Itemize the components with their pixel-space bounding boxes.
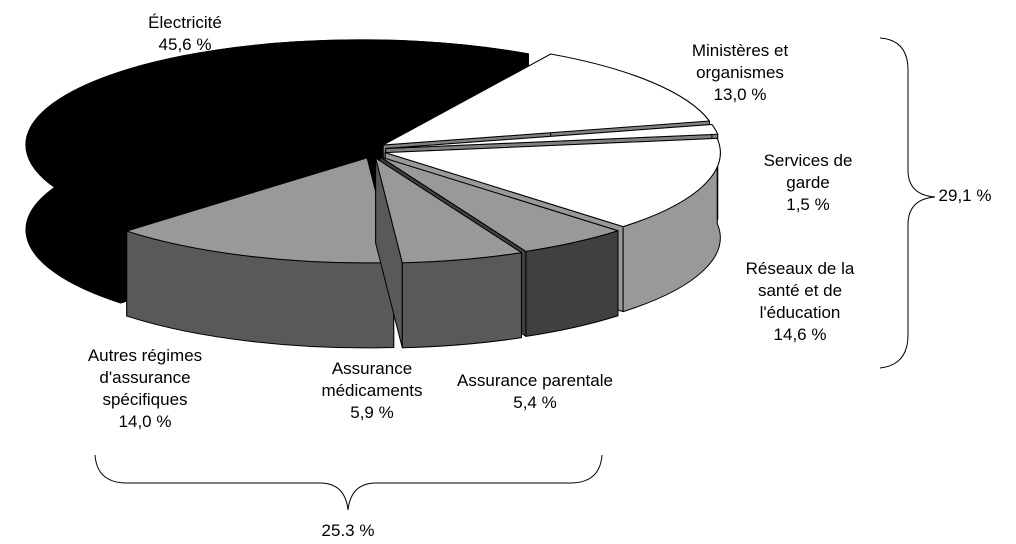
slice-outer-wall xyxy=(401,252,522,349)
slice-top xyxy=(379,156,619,252)
value-label: 45,6 % xyxy=(158,35,212,54)
category-name: Ministères et organismes xyxy=(691,41,789,82)
slice-label: Autres régimes d'assurance spécifiques 14… xyxy=(65,345,225,433)
value-label: 14,0 % xyxy=(118,412,172,431)
group-label: 25.3 % xyxy=(321,521,375,540)
slice-label: Assurance médicaments 5,9 % xyxy=(307,358,437,424)
category-name: Services de garde xyxy=(763,151,853,192)
category-name: Assurance parentale xyxy=(457,371,613,390)
slice-label: Services de garde 1,5 % xyxy=(743,150,873,216)
right-brace xyxy=(879,37,936,369)
group-label: 29,1 % xyxy=(938,186,992,205)
slice-top xyxy=(25,39,529,219)
category-name: Autres régimes d'assurance spécifiques xyxy=(87,346,203,409)
pie xyxy=(25,39,721,349)
slice-label: Assurance parentale 5,4 % xyxy=(415,370,655,414)
value-label: 5,4 % xyxy=(513,393,557,412)
value-label: 14,6 % xyxy=(773,325,827,344)
slice-top xyxy=(126,157,395,264)
category-name: Réseaux de la santé et de l'éducation xyxy=(745,259,855,322)
slice-label: Électricité 45,6 % xyxy=(110,12,260,56)
slice-top xyxy=(382,53,710,146)
slice-top xyxy=(385,123,719,149)
category-name: Assurance médicaments xyxy=(321,359,423,400)
slice-label: Réseaux de la santé et de l'éducation 14,… xyxy=(725,258,875,346)
value-label: 1,5 % xyxy=(786,195,830,214)
slice xyxy=(126,157,395,349)
bottom-brace xyxy=(94,454,603,511)
slice xyxy=(375,157,522,349)
value-label: 5,9 % xyxy=(350,403,394,422)
slice-label: Ministères et organismes 13,0 % xyxy=(665,40,815,106)
value-label: 13,0 % xyxy=(713,85,767,104)
category-name: Électricité xyxy=(148,13,222,32)
slice-top xyxy=(375,157,522,264)
slice-top xyxy=(384,137,721,228)
